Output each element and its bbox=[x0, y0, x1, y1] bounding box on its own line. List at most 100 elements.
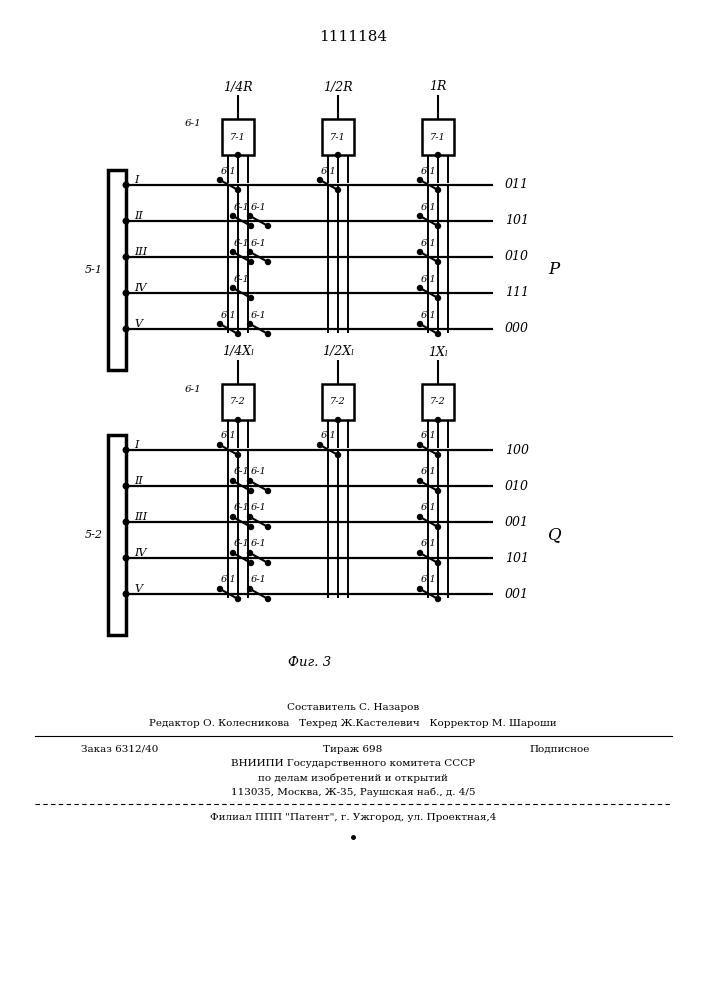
Circle shape bbox=[436, 418, 440, 422]
Circle shape bbox=[248, 296, 254, 300]
Circle shape bbox=[230, 249, 235, 254]
Text: 6-1: 6-1 bbox=[234, 238, 250, 247]
Text: 6-1: 6-1 bbox=[251, 576, 267, 584]
Text: II: II bbox=[134, 211, 143, 221]
Circle shape bbox=[436, 488, 440, 493]
Text: 010: 010 bbox=[505, 480, 529, 492]
Circle shape bbox=[436, 296, 440, 300]
Text: Тираж 698: Тираж 698 bbox=[323, 744, 382, 754]
Text: 6-1: 6-1 bbox=[251, 202, 267, 212]
Text: 7-2: 7-2 bbox=[430, 397, 446, 406]
Text: 6-1: 6-1 bbox=[321, 166, 337, 176]
Text: IV: IV bbox=[134, 283, 146, 293]
Text: 7-1: 7-1 bbox=[430, 132, 446, 141]
Text: ВНИИПИ Государственного комитета СССР: ВНИИПИ Государственного комитета СССР bbox=[231, 760, 475, 768]
Text: 6-1: 6-1 bbox=[221, 166, 237, 176]
Text: 6-1: 6-1 bbox=[421, 274, 437, 284]
Circle shape bbox=[436, 224, 440, 229]
Text: 000: 000 bbox=[505, 322, 529, 336]
Circle shape bbox=[336, 152, 341, 157]
Circle shape bbox=[247, 249, 252, 254]
Text: 100: 100 bbox=[505, 444, 529, 456]
Circle shape bbox=[266, 596, 271, 601]
Text: 6-1: 6-1 bbox=[421, 432, 437, 440]
Circle shape bbox=[336, 188, 341, 192]
Text: 001: 001 bbox=[505, 587, 529, 600]
Circle shape bbox=[218, 322, 223, 326]
Circle shape bbox=[418, 178, 423, 182]
Text: 6-1: 6-1 bbox=[421, 540, 437, 548]
Circle shape bbox=[123, 591, 129, 597]
Text: 6-1: 6-1 bbox=[251, 310, 267, 320]
Circle shape bbox=[123, 182, 129, 188]
Circle shape bbox=[230, 514, 235, 520]
Text: 1Xₗ: 1Xₗ bbox=[428, 346, 448, 359]
Text: III: III bbox=[134, 512, 147, 522]
Text: IV: IV bbox=[134, 548, 146, 558]
Text: 6-1: 6-1 bbox=[234, 202, 250, 212]
Text: 1/2Xₗ: 1/2Xₗ bbox=[322, 346, 354, 359]
Text: II: II bbox=[134, 476, 143, 486]
Circle shape bbox=[123, 326, 129, 332]
Bar bbox=[422, 384, 454, 420]
Circle shape bbox=[266, 488, 271, 493]
Circle shape bbox=[436, 188, 440, 192]
Circle shape bbox=[418, 442, 423, 448]
Circle shape bbox=[235, 188, 240, 192]
Bar bbox=[222, 384, 254, 420]
Circle shape bbox=[418, 550, 423, 556]
Circle shape bbox=[235, 152, 240, 157]
Circle shape bbox=[266, 224, 271, 229]
Text: III: III bbox=[134, 247, 147, 257]
Circle shape bbox=[247, 514, 252, 520]
Text: 6-1: 6-1 bbox=[421, 238, 437, 247]
Text: 7-1: 7-1 bbox=[330, 132, 346, 141]
Text: 1/4Xₗ: 1/4Xₗ bbox=[222, 346, 254, 359]
Text: 101: 101 bbox=[505, 552, 529, 564]
Text: Составитель С. Назаров: Составитель С. Назаров bbox=[287, 702, 419, 712]
Circle shape bbox=[247, 322, 252, 326]
Circle shape bbox=[230, 550, 235, 556]
Bar bbox=[322, 384, 354, 420]
Text: 6-1: 6-1 bbox=[185, 384, 201, 393]
Circle shape bbox=[336, 452, 341, 458]
Circle shape bbox=[436, 524, 440, 530]
Text: 1/2R: 1/2R bbox=[323, 81, 353, 94]
Text: 6-1: 6-1 bbox=[421, 166, 437, 176]
Text: 5-1: 5-1 bbox=[85, 265, 103, 275]
Text: Филиал ППП "Патент", г. Ужгород, ул. Проектная,4: Филиал ППП "Патент", г. Ужгород, ул. Про… bbox=[210, 812, 496, 822]
Text: 6-1: 6-1 bbox=[321, 432, 337, 440]
Text: I: I bbox=[134, 440, 139, 450]
Circle shape bbox=[123, 290, 129, 296]
Circle shape bbox=[266, 259, 271, 264]
Text: 5-2: 5-2 bbox=[85, 530, 103, 540]
Text: 101: 101 bbox=[505, 215, 529, 228]
Bar bbox=[108, 170, 126, 370]
Circle shape bbox=[248, 224, 254, 229]
Text: 113035, Москва, Ж-35, Раушская наб., д. 4/5: 113035, Москва, Ж-35, Раушская наб., д. … bbox=[230, 787, 475, 797]
Text: 6-1: 6-1 bbox=[234, 274, 250, 284]
Circle shape bbox=[235, 452, 240, 458]
Circle shape bbox=[418, 214, 423, 219]
Circle shape bbox=[436, 560, 440, 566]
Circle shape bbox=[235, 332, 240, 336]
Text: 6-1: 6-1 bbox=[421, 468, 437, 477]
Text: 6-1: 6-1 bbox=[421, 202, 437, 212]
Circle shape bbox=[418, 586, 423, 591]
Text: 6-1: 6-1 bbox=[234, 468, 250, 477]
Text: 6-1: 6-1 bbox=[221, 576, 237, 584]
Circle shape bbox=[418, 286, 423, 290]
Text: 7-2: 7-2 bbox=[230, 397, 246, 406]
Circle shape bbox=[230, 286, 235, 290]
Bar bbox=[322, 119, 354, 155]
Circle shape bbox=[248, 524, 254, 530]
Circle shape bbox=[248, 488, 254, 493]
Text: 1R: 1R bbox=[429, 81, 447, 94]
Circle shape bbox=[317, 178, 322, 182]
Circle shape bbox=[418, 479, 423, 484]
Circle shape bbox=[248, 560, 254, 566]
Circle shape bbox=[235, 596, 240, 601]
Text: Q: Q bbox=[548, 526, 561, 544]
Text: 6-1: 6-1 bbox=[234, 504, 250, 512]
Text: 6-1: 6-1 bbox=[421, 504, 437, 512]
